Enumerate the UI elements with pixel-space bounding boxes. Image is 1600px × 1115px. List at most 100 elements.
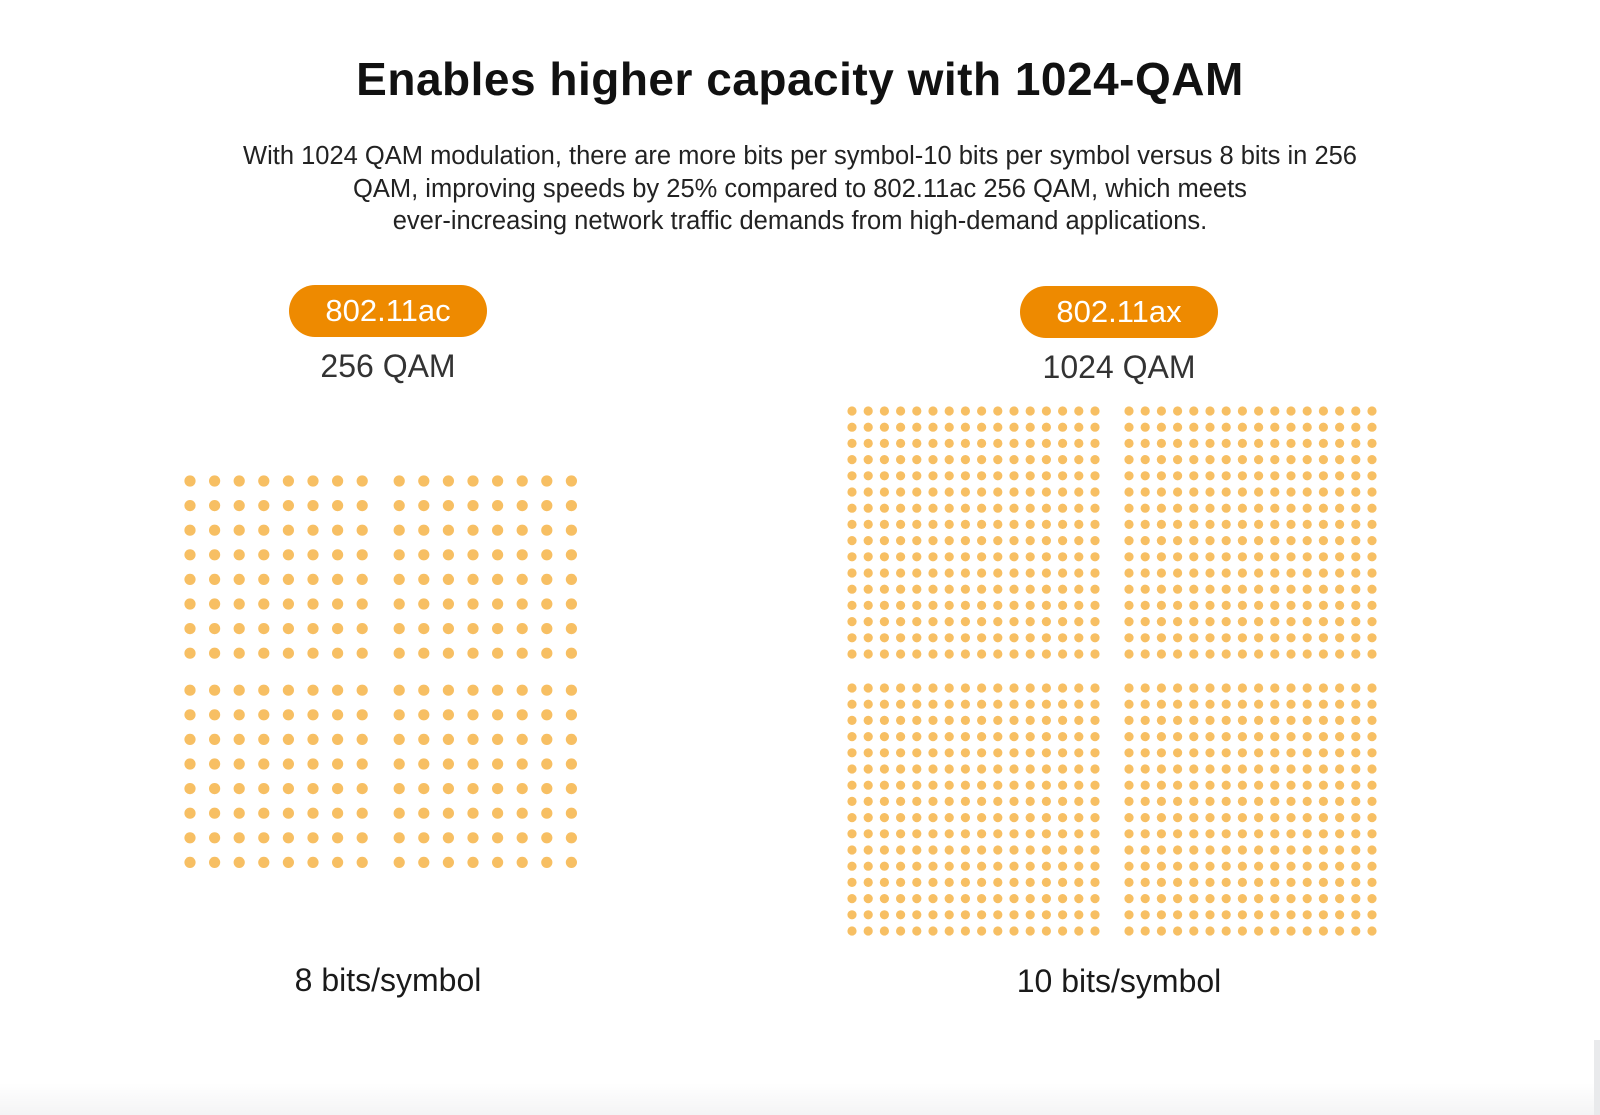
constellation-point	[1302, 780, 1312, 790]
constellation-point	[1286, 584, 1296, 594]
constellation-point	[233, 549, 245, 561]
constellation-point	[1124, 471, 1134, 481]
constellation-point	[516, 475, 528, 487]
constellation-point	[1302, 633, 1312, 643]
constellation-point	[1237, 829, 1247, 839]
constellation-point	[977, 699, 987, 709]
constellation-point	[1254, 861, 1264, 871]
constellation-point	[1205, 748, 1215, 758]
constellation-point	[977, 471, 987, 481]
constellation-point	[1302, 845, 1312, 855]
constellation-point	[1335, 764, 1345, 774]
constellation-point	[1074, 503, 1084, 513]
constellation-point	[1058, 764, 1068, 774]
constellation-point	[307, 524, 319, 536]
constellation-point	[912, 926, 922, 936]
constellation-point	[896, 487, 906, 497]
constellation-point	[1335, 894, 1345, 904]
constellation-point	[1025, 764, 1035, 774]
constellation-point	[1318, 633, 1328, 643]
constellation-point	[847, 926, 857, 936]
constellation-point	[1221, 699, 1231, 709]
constellation-point	[1367, 796, 1377, 807]
constellation-point	[896, 519, 906, 530]
constellation-point	[1058, 617, 1068, 627]
constellation-point	[1025, 519, 1035, 530]
constellation-point	[1286, 552, 1296, 562]
constellation-point	[307, 573, 319, 586]
constellation-point	[1041, 877, 1051, 888]
constellation-point	[1318, 861, 1328, 871]
constellation-point	[977, 910, 987, 920]
constellation-point	[1237, 748, 1247, 758]
constellation-point	[1058, 813, 1068, 823]
constellation-point	[1351, 764, 1361, 774]
constellation-point	[1140, 617, 1150, 627]
constellation-point	[1254, 764, 1264, 774]
constellation-point	[1335, 861, 1345, 871]
modulation-label-ax: 1024 QAM	[1042, 349, 1196, 385]
constellation-point	[1367, 584, 1377, 594]
constellation-point	[1025, 910, 1035, 920]
constellation-point	[1270, 748, 1280, 758]
constellation-point	[1156, 455, 1166, 465]
constellation-point	[209, 832, 221, 844]
constellation-point	[258, 598, 270, 610]
constellation-point	[1318, 829, 1328, 839]
constellation-point	[896, 406, 906, 416]
constellation-point	[1173, 649, 1183, 659]
constellation-point	[1237, 503, 1247, 513]
constellation-point	[1237, 455, 1247, 465]
constellation-point	[879, 748, 890, 758]
constellation-point	[912, 519, 922, 530]
constellation-point	[258, 475, 270, 487]
constellation-point	[209, 733, 221, 746]
constellation-point	[541, 647, 553, 659]
constellation-point	[1041, 748, 1051, 758]
constellation-point	[977, 519, 987, 530]
constellation-point	[960, 829, 971, 839]
constellation-point	[1318, 715, 1328, 726]
constellation-point	[516, 647, 528, 659]
constellation-point	[1286, 748, 1296, 758]
standard-badge-ax: 802.11ax	[1020, 286, 1218, 338]
constellation-point	[912, 633, 922, 643]
constellation-point	[1367, 536, 1377, 546]
constellation-point	[944, 487, 954, 497]
constellation-point	[1286, 438, 1296, 448]
constellation-point	[258, 684, 270, 696]
constellation-point	[1041, 600, 1051, 611]
constellation-point	[879, 568, 890, 578]
constellation-point	[1270, 552, 1280, 562]
constellation-point	[442, 549, 454, 561]
constellation-point	[879, 633, 890, 643]
constellation-point	[879, 487, 890, 497]
constellation-point	[879, 813, 890, 823]
constellation-point	[1254, 732, 1264, 742]
constellation-point	[565, 709, 578, 721]
constellation-point	[1335, 683, 1345, 693]
constellation-point	[1009, 519, 1019, 530]
constellation-point	[1074, 536, 1084, 546]
constellation-point	[847, 600, 857, 611]
constellation-point	[1124, 796, 1134, 807]
constellation-point	[1286, 877, 1296, 888]
constellation-point	[1156, 552, 1166, 562]
constellation-point	[944, 633, 954, 643]
constellation-point	[1058, 584, 1068, 594]
constellation-point	[1221, 584, 1231, 594]
constellation-point	[184, 807, 196, 819]
constellation-point	[1058, 732, 1068, 742]
constellation-point	[928, 877, 938, 888]
constellation-point	[184, 475, 196, 487]
constellation-point	[960, 796, 971, 807]
constellation-point	[233, 709, 245, 721]
constellation-point	[1318, 503, 1328, 513]
constellation-point	[442, 623, 454, 635]
constellation-point	[1009, 455, 1019, 465]
constellation-point	[1270, 438, 1280, 448]
constellation-point	[896, 584, 906, 594]
constellation-point	[1156, 764, 1166, 774]
constellation-point	[1351, 536, 1361, 546]
bits-label-ac: 8 bits/symbol	[294, 962, 482, 998]
